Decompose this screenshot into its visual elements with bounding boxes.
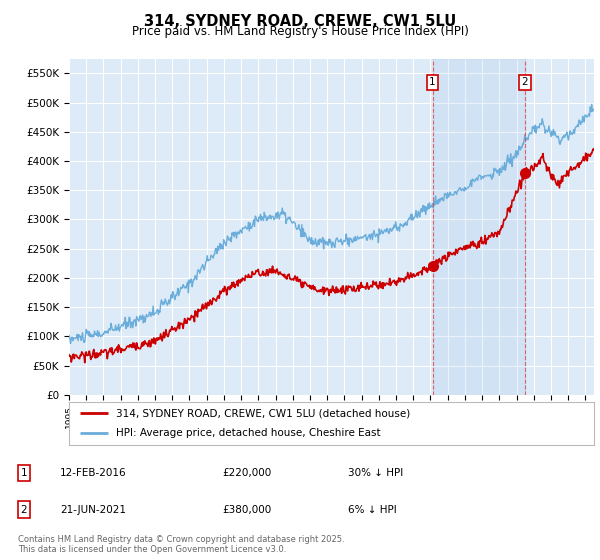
- Text: £380,000: £380,000: [222, 505, 271, 515]
- Text: 1: 1: [429, 77, 436, 87]
- Text: Contains HM Land Registry data © Crown copyright and database right 2025.
This d: Contains HM Land Registry data © Crown c…: [18, 535, 344, 554]
- Text: 12-FEB-2016: 12-FEB-2016: [60, 468, 127, 478]
- Text: 21-JUN-2021: 21-JUN-2021: [60, 505, 126, 515]
- Text: 1: 1: [20, 468, 28, 478]
- Text: 30% ↓ HPI: 30% ↓ HPI: [348, 468, 403, 478]
- Text: HPI: Average price, detached house, Cheshire East: HPI: Average price, detached house, Ches…: [116, 428, 381, 438]
- Text: 2: 2: [20, 505, 28, 515]
- Text: Price paid vs. HM Land Registry's House Price Index (HPI): Price paid vs. HM Land Registry's House …: [131, 25, 469, 38]
- Bar: [433, 59, 524, 395]
- Text: £220,000: £220,000: [222, 468, 271, 478]
- Text: 6% ↓ HPI: 6% ↓ HPI: [348, 505, 397, 515]
- Text: 314, SYDNEY ROAD, CREWE, CW1 5LU: 314, SYDNEY ROAD, CREWE, CW1 5LU: [144, 14, 456, 29]
- Text: 2: 2: [521, 77, 528, 87]
- Text: 314, SYDNEY ROAD, CREWE, CW1 5LU (detached house): 314, SYDNEY ROAD, CREWE, CW1 5LU (detach…: [116, 408, 410, 418]
